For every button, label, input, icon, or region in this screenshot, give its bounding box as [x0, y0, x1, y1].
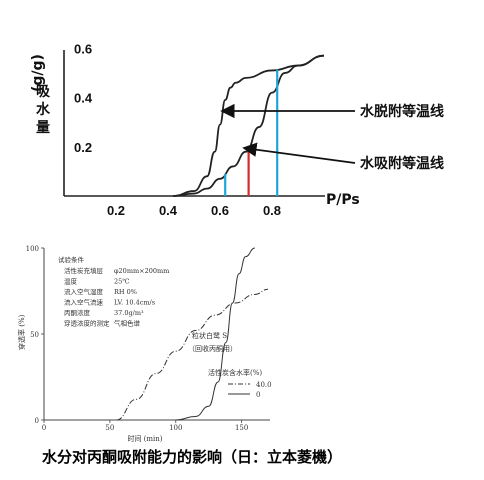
product-label: 粒状白鹭 S [192, 331, 227, 340]
breakthrough-line-0 [116, 288, 269, 421]
adsorption-arrow [242, 142, 356, 164]
top-x-tick-3: 0.8 [263, 203, 281, 218]
condition-label-2: 流入空气湿度 [64, 287, 104, 296]
condition-label-0: 活性炭充填层 [64, 266, 104, 275]
condition-value-0: φ20mm×200mm [114, 267, 169, 275]
top-x-tick-1: 0.4 [159, 203, 178, 218]
top-x-label: P/Ps [326, 192, 360, 208]
bottom-y-tick-0: 0 [35, 417, 39, 425]
bottom-x-tick-1: 50 [105, 424, 114, 432]
condition-label-5: 穿透浓度的测定 [64, 319, 110, 328]
condition-value-1: 25℃ [114, 278, 130, 286]
top-y-tick-1: 0.4 [74, 91, 93, 106]
top-y-label: 吸 水 量 [36, 84, 51, 136]
isotherm-chart: 吸 水 量 (g/g) 0.2 0.4 0.6 0.8 0.2 0.4 0.6 P/Ps 水… [30, 41, 444, 218]
bottom-x-tick-0: 0 [42, 424, 46, 432]
condition-label-4: 丙酮浓度 [64, 308, 91, 317]
legend-entry-1: 40.0 [256, 381, 272, 389]
adsorption-label: 水吸附等温线 [360, 155, 444, 172]
product-sub: （回收丙酮用） [188, 344, 237, 353]
condition-value-3: LV. 10.4cm/s [114, 299, 155, 307]
condition-value-4: 37.0g/m³ [114, 309, 144, 317]
breakthrough-chart: 穿透率 (%) 时间 (min) 0 50 100 150 0 50 100 试验条件 活性… [17, 245, 272, 443]
top-y-label-unit: (g/g) [30, 54, 46, 92]
top-x-tick-0: 0.2 [107, 203, 125, 218]
bottom-y-tick-2: 100 [26, 245, 39, 253]
top-y-tick-2: 0.6 [74, 41, 92, 56]
breakthrough-line-1 [175, 247, 255, 421]
condition-value-2: RH 0% [114, 288, 137, 296]
top-y-tick-0: 0.2 [74, 140, 92, 155]
top-x-tick-2: 0.6 [211, 203, 229, 218]
svg-text:量: 量 [36, 120, 50, 136]
condition-label-1: 温度 [64, 277, 78, 286]
svg-text:水: 水 [36, 101, 51, 118]
bottom-x-tick-3: 150 [235, 424, 248, 432]
bottom-y-label: 穿透率 (%) [17, 314, 26, 350]
bottom-y-tick-1: 50 [30, 331, 39, 339]
condition-label-3: 流入空气流速 [64, 298, 104, 307]
bottom-x-label: 时间 (min) [127, 434, 162, 443]
isotherm-line-0 [173, 54, 325, 197]
bottom-x-tick-2: 100 [169, 424, 182, 432]
conditions-title: 试验条件 [58, 255, 85, 264]
svg-text:吸: 吸 [36, 84, 51, 100]
condition-value-5: 气相色谱 [114, 319, 141, 328]
legend-title: 活性炭含水率(%) [208, 368, 262, 377]
desorption-label: 水脱附等温线 [360, 103, 444, 120]
figure-caption: 水分对丙酮吸附能力的影响（日：立本菱機） [42, 448, 342, 466]
legend-entry-2: 0 [256, 391, 260, 399]
